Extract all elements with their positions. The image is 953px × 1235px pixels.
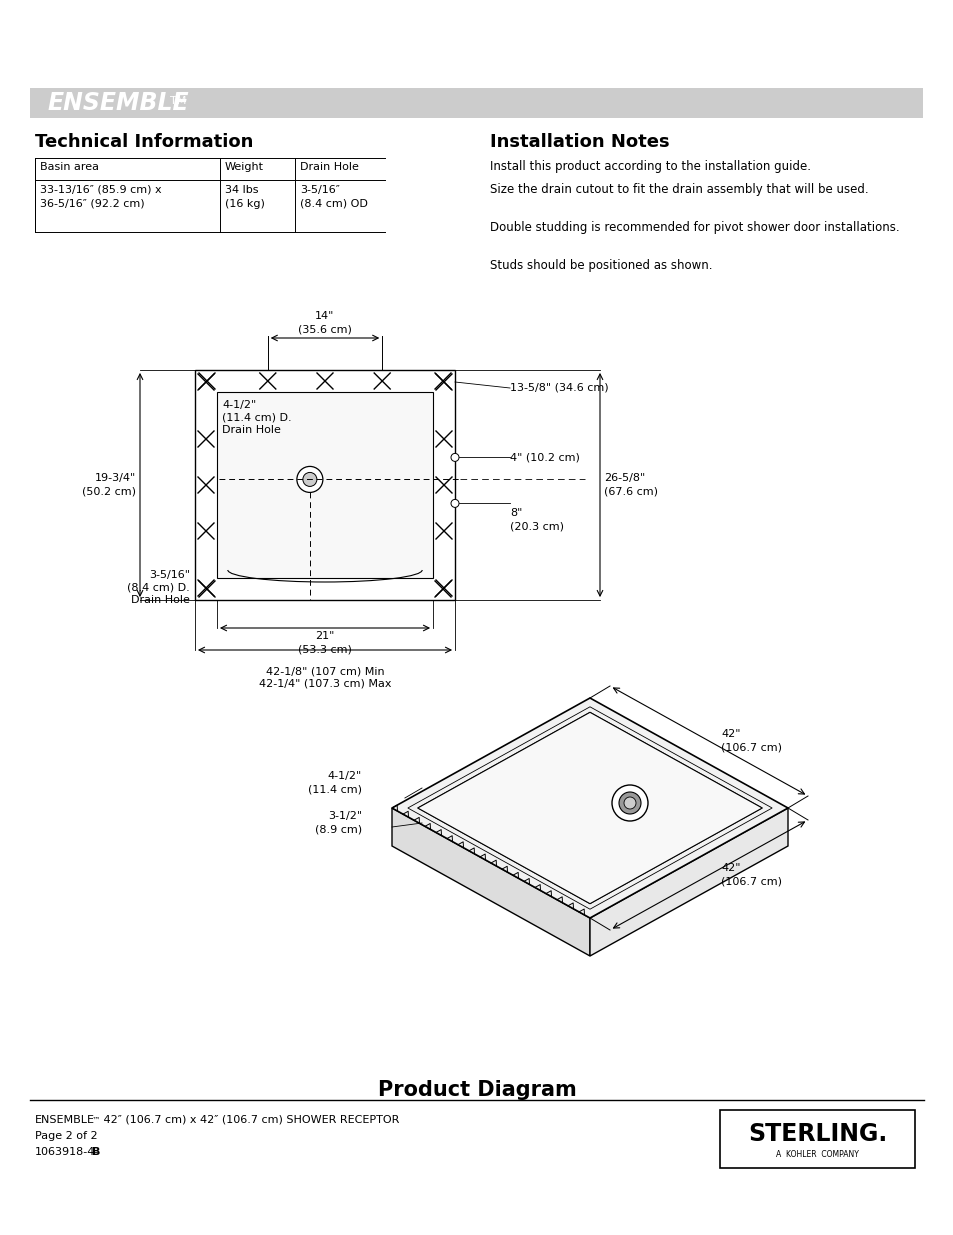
Text: Weight: Weight (225, 162, 264, 172)
Text: Product Diagram: Product Diagram (377, 1079, 576, 1100)
Text: 8"
(20.3 cm): 8" (20.3 cm) (510, 509, 563, 531)
Text: B: B (91, 1147, 100, 1157)
Text: Technical Information: Technical Information (35, 133, 253, 151)
Text: Drain Hole: Drain Hole (299, 162, 358, 172)
Text: 21"
(53.3 cm): 21" (53.3 cm) (297, 631, 352, 655)
Text: 19-3/4"
(50.2 cm): 19-3/4" (50.2 cm) (82, 473, 136, 496)
Text: 3-1/2"
(8.9 cm): 3-1/2" (8.9 cm) (314, 811, 361, 835)
Text: 14"
(35.6 cm): 14" (35.6 cm) (297, 311, 352, 333)
Circle shape (451, 499, 458, 508)
Text: Double studding is recommended for pivot shower door installations.: Double studding is recommended for pivot… (490, 221, 899, 233)
Text: Studs should be positioned as shown.: Studs should be positioned as shown. (490, 259, 712, 272)
Bar (720, 1110, 914, 1168)
Text: 3-5/16"
(8.4 cm) D.
Drain Hole: 3-5/16" (8.4 cm) D. Drain Hole (127, 571, 190, 605)
Text: Basin area: Basin area (40, 162, 99, 172)
Text: 42"
(106.7 cm): 42" (106.7 cm) (720, 863, 781, 887)
Text: 4-1/2"
(11.4 cm): 4-1/2" (11.4 cm) (308, 772, 361, 794)
Text: Installation Notes: Installation Notes (490, 133, 669, 151)
Text: ENSEMBLE: ENSEMBLE (35, 1115, 95, 1125)
Polygon shape (589, 808, 787, 956)
Text: 4-1/2"
(11.4 cm) D.
Drain Hole: 4-1/2" (11.4 cm) D. Drain Hole (222, 400, 292, 435)
Text: 1063918-4-: 1063918-4- (35, 1147, 99, 1157)
Bar (216, 391, 433, 578)
Text: 42"
(106.7 cm): 42" (106.7 cm) (720, 730, 781, 752)
Circle shape (302, 473, 316, 487)
Circle shape (618, 792, 640, 814)
Text: Size the drain cutout to fit the drain assembly that will be used.: Size the drain cutout to fit the drain a… (490, 183, 868, 196)
Text: Install this product according to the installation guide.: Install this product according to the in… (490, 161, 810, 173)
Text: A  KOHLER  COMPANY: A KOHLER COMPANY (775, 1150, 858, 1158)
Text: Page 2 of 2: Page 2 of 2 (35, 1131, 97, 1141)
Text: STERLING.: STERLING. (747, 1123, 886, 1146)
Text: 13-5/8" (34.6 cm): 13-5/8" (34.6 cm) (510, 383, 608, 393)
Circle shape (612, 785, 647, 821)
Polygon shape (392, 698, 787, 918)
Text: 42″ (106.7 cm) x 42″ (106.7 cm) SHOWER RECEPTOR: 42″ (106.7 cm) x 42″ (106.7 cm) SHOWER R… (100, 1115, 399, 1125)
Text: 33-13/16″ (85.9 cm) x
36-5/16″ (92.2 cm): 33-13/16″ (85.9 cm) x 36-5/16″ (92.2 cm) (40, 185, 161, 209)
Text: ™: ™ (91, 1116, 100, 1125)
Bar (30, 88, 923, 119)
Polygon shape (392, 808, 589, 956)
Text: 4" (10.2 cm): 4" (10.2 cm) (510, 452, 579, 462)
Text: 34 lbs
(16 kg): 34 lbs (16 kg) (225, 185, 265, 209)
Text: ENSEMBLE: ENSEMBLE (48, 91, 190, 115)
Text: 3-5/16″
(8.4 cm) OD: 3-5/16″ (8.4 cm) OD (299, 185, 368, 209)
Circle shape (296, 467, 322, 493)
Bar (194, 370, 455, 600)
Circle shape (623, 797, 636, 809)
Polygon shape (417, 713, 761, 904)
Circle shape (451, 453, 458, 462)
Text: 26-5/8"
(67.6 cm): 26-5/8" (67.6 cm) (603, 473, 658, 496)
Text: 42-1/8" (107 cm) Min
42-1/4" (107.3 cm) Max: 42-1/8" (107 cm) Min 42-1/4" (107.3 cm) … (258, 666, 391, 688)
Text: TM: TM (170, 96, 186, 106)
